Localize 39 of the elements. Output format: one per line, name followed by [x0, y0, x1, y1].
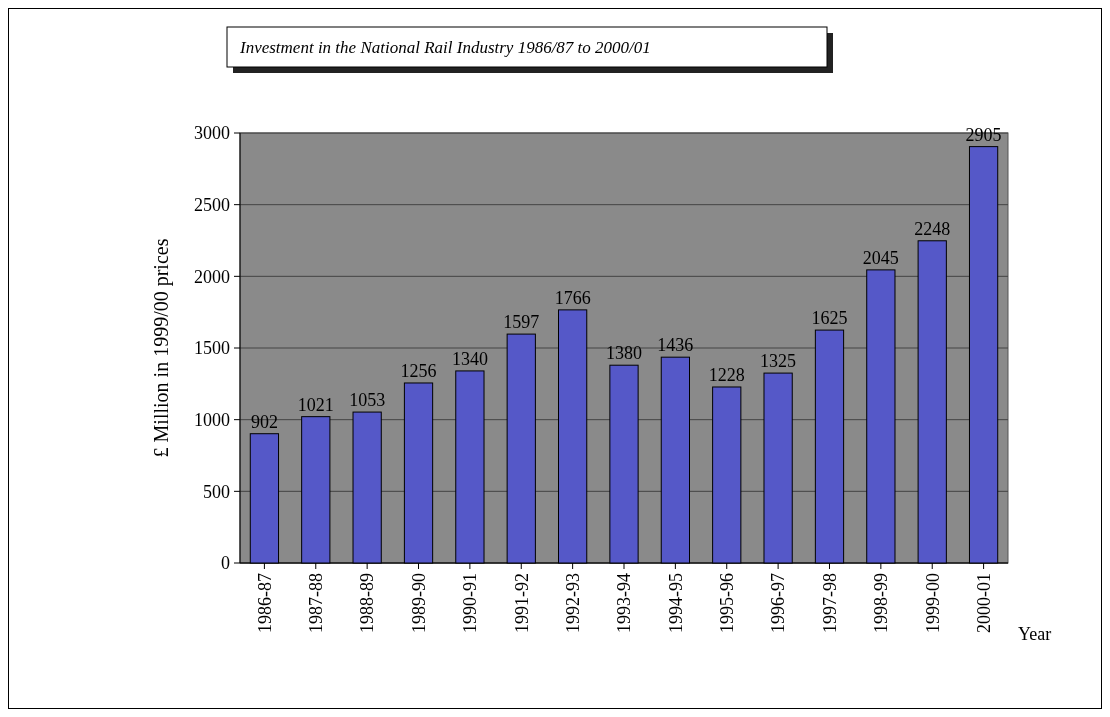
- data-label: 1380: [606, 343, 642, 364]
- x-axis-title: Year: [1018, 624, 1052, 644]
- data-label: 1256: [400, 360, 437, 381]
- data-label: 902: [250, 411, 278, 432]
- x-tick-label: 1994-95: [665, 573, 686, 633]
- x-tick-label: 2000-01: [973, 573, 994, 633]
- data-label: 2248: [914, 218, 951, 239]
- data-label: 1053: [349, 390, 386, 411]
- y-tick-label: 1000: [194, 409, 230, 430]
- x-tick-label: 1996-97: [768, 573, 789, 633]
- data-label: 1228: [708, 364, 745, 385]
- y-tick-label: 2500: [194, 194, 230, 215]
- x-tick-label: 1991-92: [511, 573, 532, 633]
- x-tick-label: 1998-99: [871, 573, 892, 633]
- chart-title: Investment in the National Rail Industry 1986/87 to 2000/01: [239, 38, 651, 57]
- x-tick-label: 1986-87: [254, 573, 275, 633]
- data-label: 1021: [297, 394, 334, 415]
- x-tick-label: 1988-89: [357, 573, 378, 633]
- x-tick-label: 1987-88: [306, 573, 327, 633]
- data-label: 1766: [554, 287, 591, 308]
- data-label: 2045: [862, 247, 899, 268]
- y-tick-label: 2000: [194, 266, 230, 287]
- y-tick-label: 0: [221, 553, 230, 574]
- x-tick-label: 1995-96: [717, 573, 738, 633]
- y-tick-label: 1500: [194, 338, 230, 359]
- y-tick-label: 3000: [194, 123, 230, 144]
- x-tick-label: 1997-98: [819, 573, 840, 633]
- y-axis-title: £ Million in 1999/00 prices: [150, 238, 173, 458]
- data-label: 1597: [503, 312, 540, 333]
- data-label: 1625: [811, 308, 848, 329]
- x-tick-label: 1989-90: [408, 573, 429, 633]
- data-label: 1325: [760, 351, 797, 372]
- x-tick-label: 1993-94: [614, 573, 635, 633]
- x-tick-label: 1999-00: [922, 573, 943, 633]
- y-tick-label: 500: [203, 481, 230, 502]
- x-tick-label: 1992-93: [562, 573, 583, 633]
- x-tick-label: 1990-91: [460, 573, 481, 633]
- data-label: 1436: [657, 335, 694, 356]
- data-label: 1340: [451, 348, 488, 369]
